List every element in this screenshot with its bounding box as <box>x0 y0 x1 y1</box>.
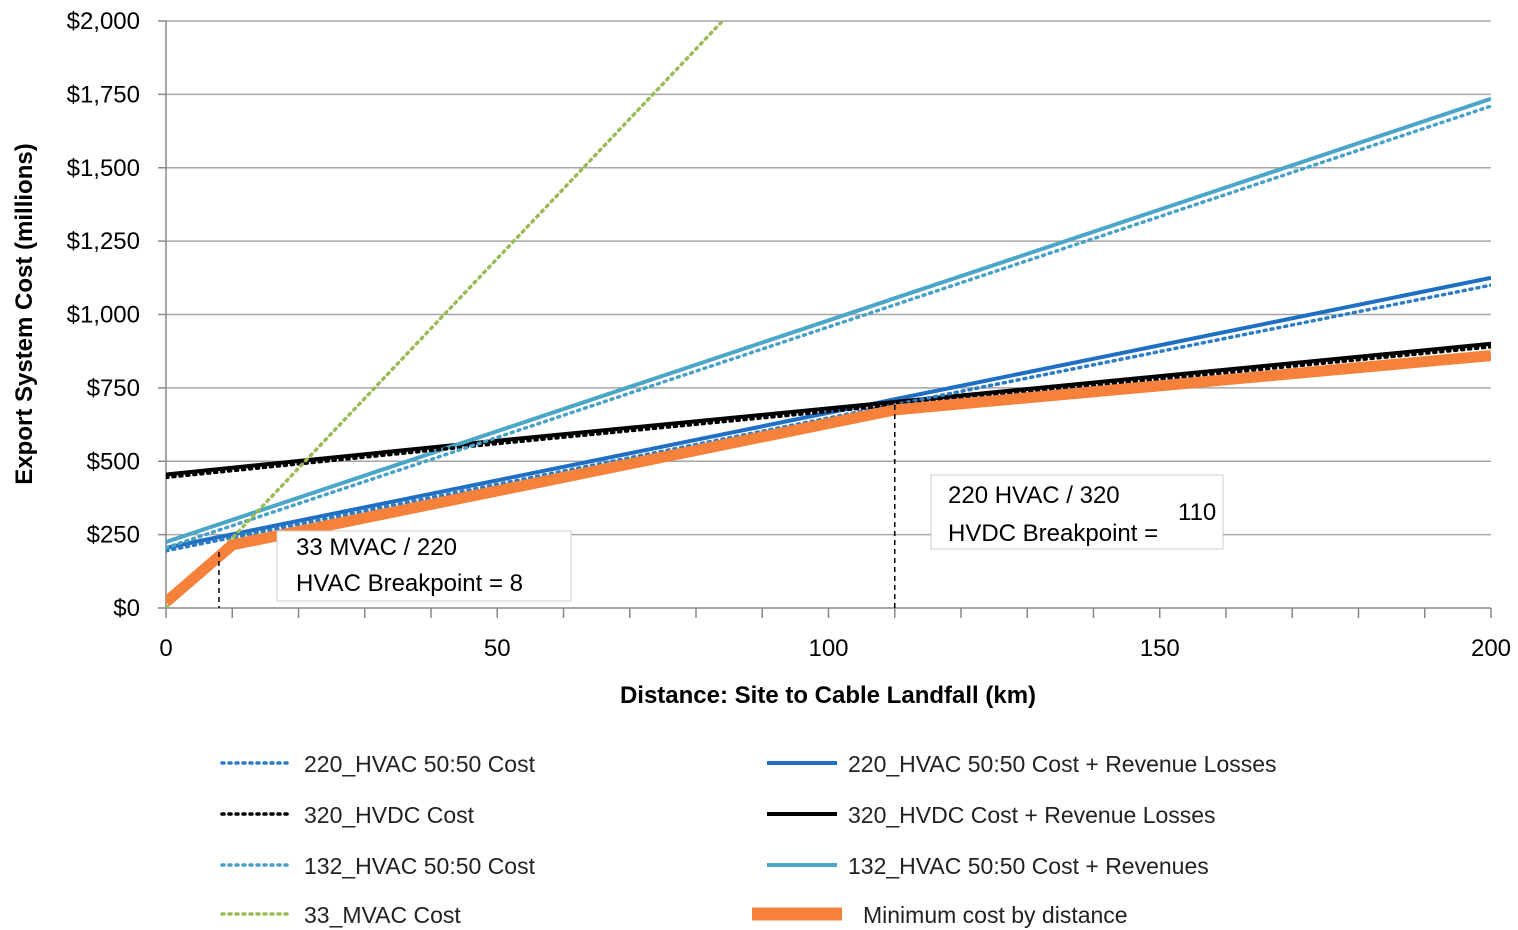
legend-label: 220_HVAC 50:50 Cost + Revenue Losses <box>848 751 1277 777</box>
y-tick-label: $1,500 <box>67 155 140 182</box>
series-line-3 <box>166 21 725 608</box>
annotation-value: 110 <box>1178 499 1216 526</box>
annotation-text: HVAC Breakpoint = 8 <box>296 570 523 597</box>
series-line-7 <box>166 350 1491 607</box>
annotation-text: 220 HVAC / 320 <box>948 482 1120 509</box>
series-line-5 <box>166 341 1491 477</box>
x-tick-label: 50 <box>484 635 511 662</box>
breakpoint-annotations: 33 MVAC / 220 HVAC Breakpoint = 8 220 HVAC… <box>218 405 1224 608</box>
legend-label: 320_HVDC Cost + Revenue Losses <box>848 802 1216 828</box>
legend: 220_HVAC 50:50 Cost 320_HVDC Cost 132_HVAC… <box>220 751 1277 928</box>
x-tick-label: 0 <box>159 635 172 662</box>
y-tick-label: $1,000 <box>67 302 140 329</box>
y-tick-labels: $0 $250 $500 $750 $1,000 $1,250 $1,500 $1,750 $2… <box>67 8 140 622</box>
annotation-text: HVDC Breakpoint = <box>948 520 1158 547</box>
x-tick-labels: 0 50 100 150 200 <box>159 635 1511 662</box>
legend-label: 132_HVAC 50:50 Cost <box>304 853 536 879</box>
y-tick-label: $250 <box>87 522 140 549</box>
annotation-text: 33 MVAC / 220 <box>296 534 457 561</box>
x-tick-label: 100 <box>808 635 848 662</box>
legend-label: Minimum cost by distance <box>863 902 1128 928</box>
y-axis-title: Export System Cost (millions) <box>11 143 38 484</box>
y-tick-label: $500 <box>87 448 140 475</box>
legend-label: 132_HVAC 50:50 Cost + Revenues <box>848 853 1209 879</box>
y-tick-label: $750 <box>87 375 140 402</box>
series-line-6 <box>166 96 1491 544</box>
grid-lines <box>166 20 1491 536</box>
y-tick-label: $0 <box>113 595 140 622</box>
y-tick-label: $1,250 <box>67 228 140 255</box>
series-lines <box>166 21 1491 608</box>
legend-label: 33_MVAC Cost <box>304 902 461 928</box>
legend-label: 320_HVDC Cost <box>304 802 475 828</box>
legend-label: 220_HVAC 50:50 Cost <box>304 751 536 777</box>
y-tick-label: $1,750 <box>67 81 140 108</box>
series-line-1 <box>166 345 1491 480</box>
annotation-box <box>930 474 1224 550</box>
x-axis-title: Distance: Site to Cable Landfall (km) <box>620 682 1036 709</box>
y-tick-label: $2,000 <box>67 8 140 35</box>
annotation-box <box>276 530 572 602</box>
axes <box>158 20 1492 618</box>
x-tick-label: 150 <box>1140 635 1180 662</box>
x-tick-label: 200 <box>1471 635 1511 662</box>
series-line-2 <box>166 104 1491 550</box>
